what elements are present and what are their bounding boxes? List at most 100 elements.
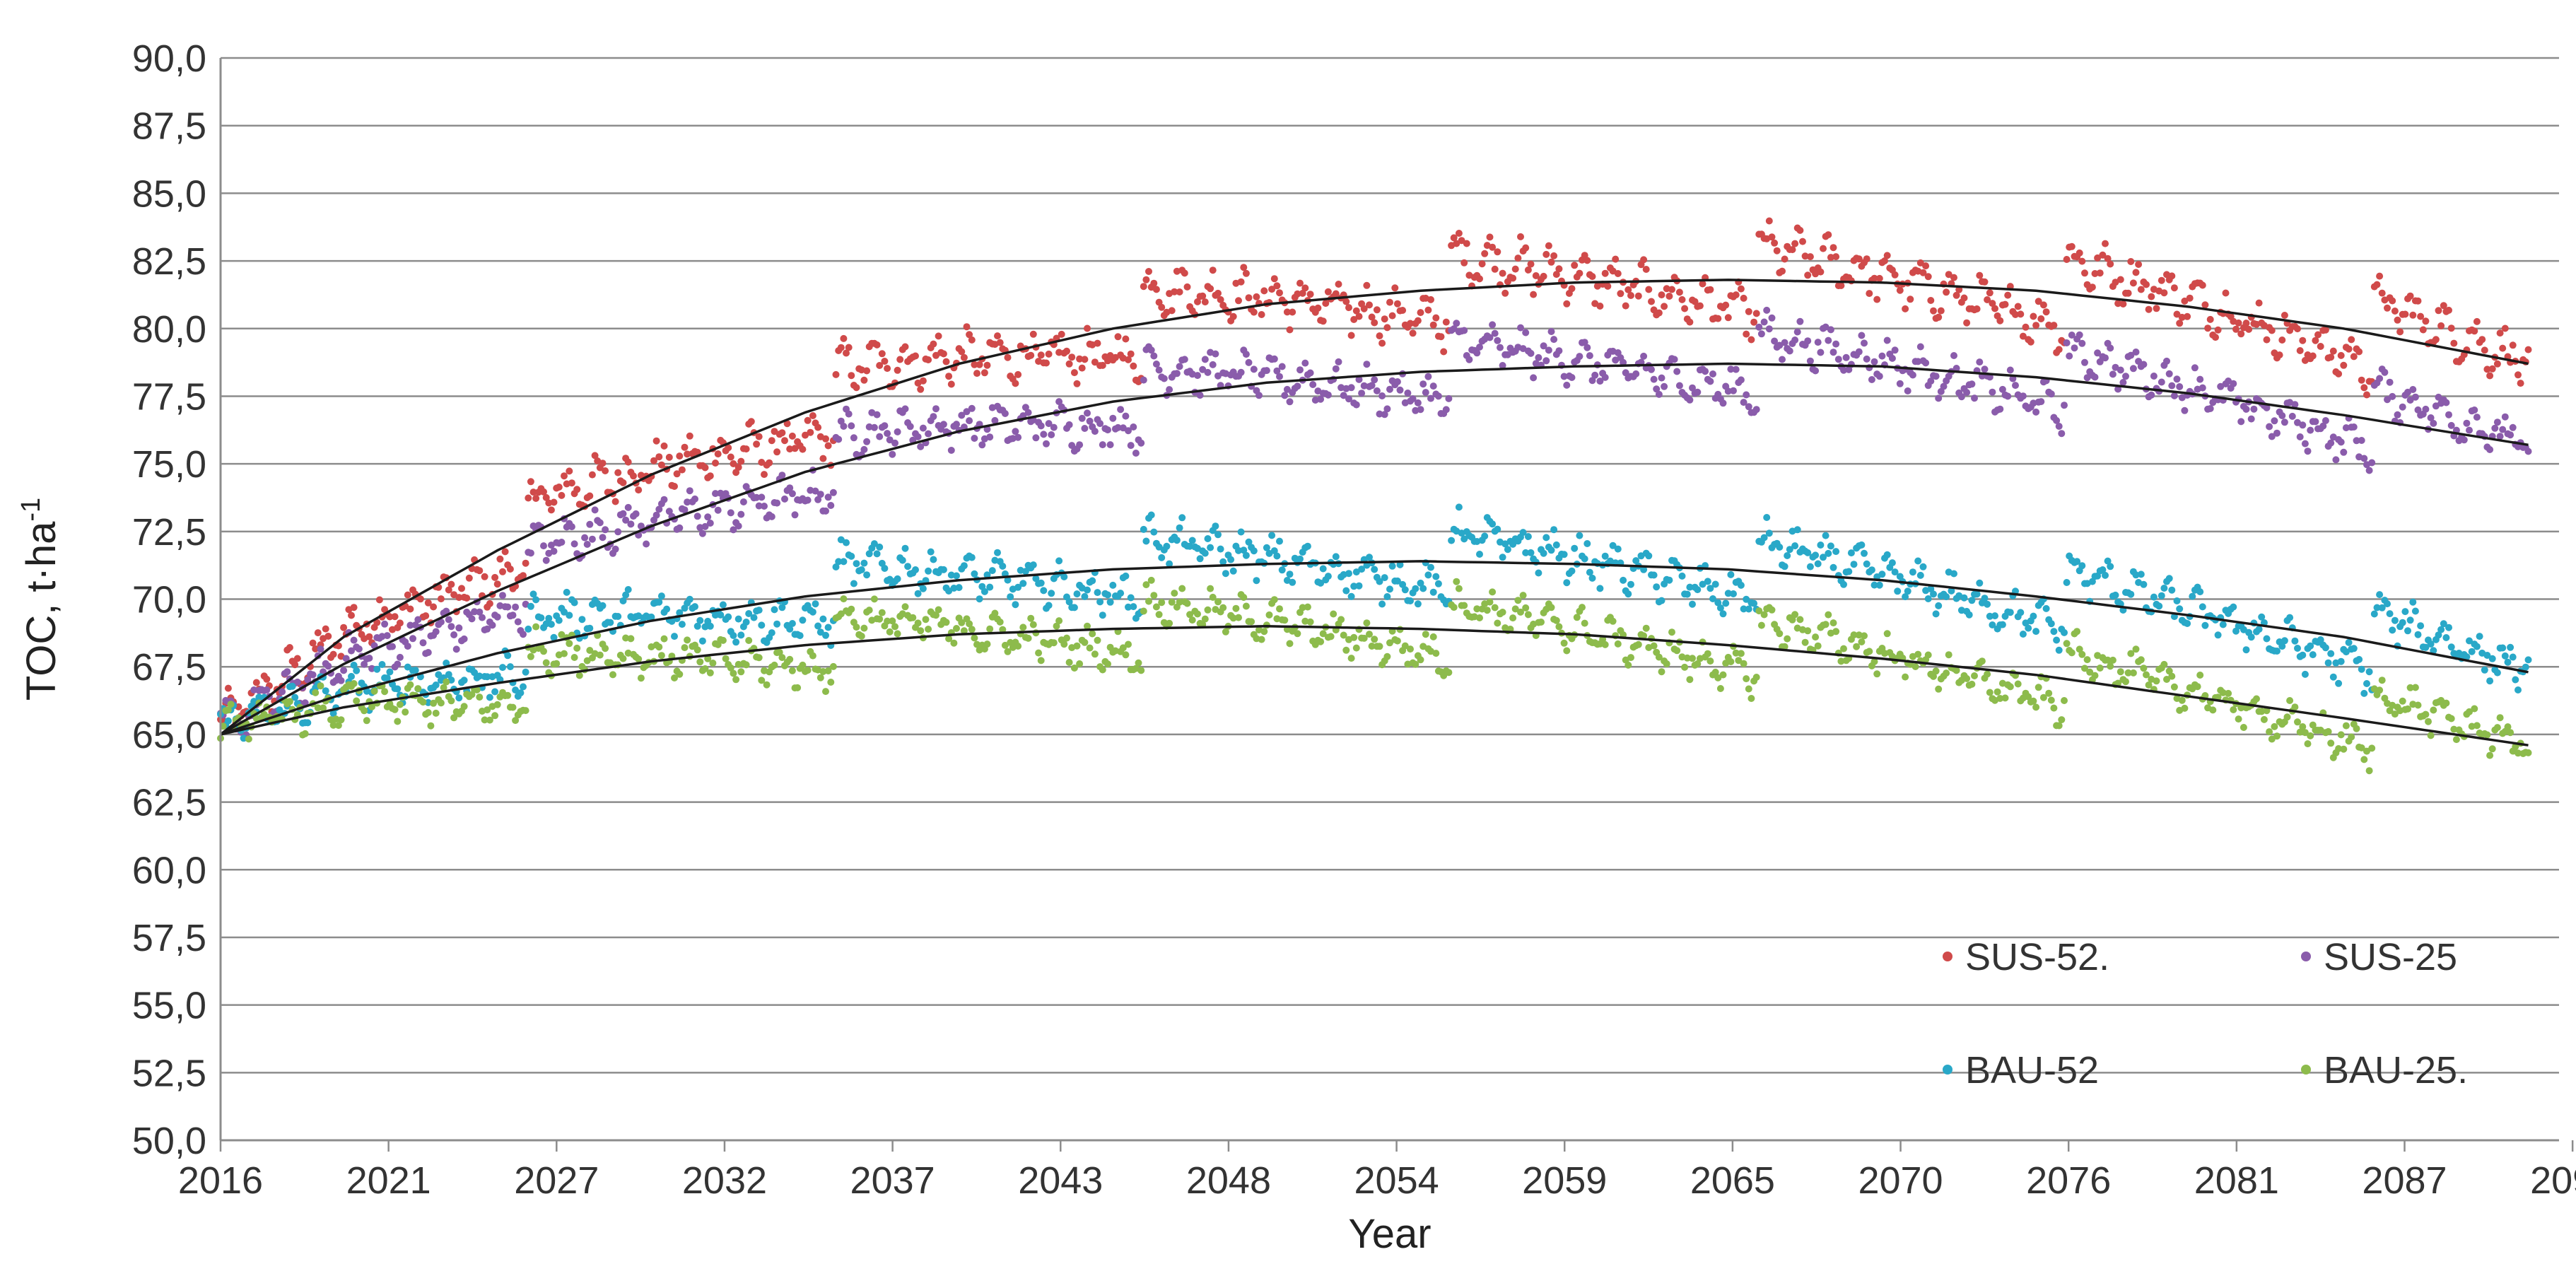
- data-point-sus-52: [1532, 272, 1540, 279]
- data-point-bau-25: [2486, 751, 2494, 759]
- data-point-bau-25: [953, 625, 960, 632]
- data-point-bau-25: [1342, 646, 1350, 654]
- data-point-sus-25: [824, 493, 832, 501]
- data-point-sus-52: [1750, 318, 1758, 326]
- data-point-sus-25: [324, 662, 332, 670]
- data-point-bau-25: [337, 716, 345, 724]
- data-point-sus-52: [430, 603, 438, 611]
- data-point-sus-52: [1924, 273, 1932, 281]
- data-point-bau-25: [2378, 677, 2386, 684]
- data-point-sus-25: [1281, 392, 1289, 399]
- x-tick-label: 2032: [682, 1159, 767, 1202]
- data-point-bau-25: [1412, 660, 1419, 668]
- axes: [219, 58, 2559, 1142]
- data-point-sus-52: [804, 416, 812, 424]
- data-point-bau-52: [2258, 613, 2266, 621]
- data-point-sus-25: [1442, 406, 1450, 414]
- data-point-bau-52: [525, 625, 532, 633]
- data-point-bau-52: [2417, 622, 2425, 630]
- data-point-sus-25: [1096, 420, 1104, 428]
- data-point-sus-52: [1424, 306, 1432, 314]
- data-point-bau-25: [1352, 644, 1360, 652]
- data-point-sus-25: [986, 433, 994, 441]
- data-point-sus-25: [1109, 414, 1117, 422]
- data-point-bau-52: [1040, 587, 1048, 595]
- data-point-bau-25: [635, 655, 643, 663]
- data-point-sus-52: [1973, 305, 1981, 312]
- data-point-sus-52: [1527, 260, 1535, 268]
- data-point-sus-52: [2509, 341, 2517, 349]
- data-point-sus-25: [2430, 419, 2437, 427]
- data-point-bau-52: [486, 693, 493, 701]
- data-point-bau-52: [2281, 637, 2288, 645]
- data-point-bau-52: [499, 664, 506, 672]
- data-point-bau-25: [532, 623, 540, 631]
- data-point-sus-25: [460, 635, 468, 643]
- data-point-bau-52: [1250, 547, 1258, 555]
- data-point-sus-25: [1486, 334, 1494, 341]
- data-point-sus-25: [2473, 414, 2481, 421]
- data-point-bau-52: [1217, 545, 1224, 553]
- data-point-sus-25: [1661, 382, 1668, 390]
- data-point-sus-52: [1268, 286, 1276, 293]
- data-point-bau-52: [2053, 636, 2061, 644]
- data-point-bau-52: [2430, 647, 2437, 655]
- data-point-sus-25: [791, 511, 799, 519]
- data-point-sus-52: [894, 366, 901, 374]
- data-point-sus-25: [1576, 353, 1583, 361]
- data-point-bau-52: [1711, 580, 1719, 588]
- data-point-bau-25: [2327, 739, 2335, 747]
- data-point-sus-25: [394, 660, 402, 668]
- data-point-bau-25: [925, 626, 932, 633]
- data-point-sus-25: [1655, 390, 1663, 398]
- data-point-sus-52: [1324, 288, 1332, 295]
- data-point-sus-52: [293, 655, 301, 662]
- data-point-bau-25: [419, 698, 427, 706]
- data-point-sus-25: [1547, 328, 1555, 335]
- data-point-sus-25: [471, 608, 479, 616]
- data-point-bau-25: [1743, 675, 1750, 683]
- data-point-bau-52: [2358, 665, 2365, 673]
- data-point-bau-52: [1412, 585, 1419, 592]
- legend-item-sus-52: SUS-52.: [1943, 936, 2109, 978]
- y-tick-label: 50,0: [132, 1120, 206, 1162]
- data-point-sus-52: [2481, 346, 2488, 354]
- data-point-sus-52: [1142, 276, 1150, 283]
- data-point-sus-25: [1278, 363, 1286, 370]
- data-point-sus-25: [1340, 392, 1347, 399]
- data-point-sus-25: [2122, 373, 2129, 380]
- data-point-bau-52: [383, 674, 391, 682]
- data-point-sus-25: [1971, 394, 1978, 402]
- data-point-sus-25: [881, 422, 889, 430]
- data-point-sus-25: [2047, 390, 2055, 398]
- data-point-sus-52: [1322, 300, 1330, 308]
- data-point-bau-25: [2096, 665, 2104, 672]
- data-point-bau-25: [1524, 611, 1532, 619]
- y-tick-label: 85,0: [132, 172, 206, 215]
- data-point-sus-52: [586, 492, 594, 500]
- data-point-sus-25: [2427, 414, 2435, 421]
- data-point-sus-52: [968, 336, 976, 344]
- data-point-sus-52: [1458, 237, 1465, 245]
- data-point-sus-52: [1286, 326, 1294, 334]
- data-point-sus-52: [1258, 311, 1265, 318]
- data-point-sus-25: [2466, 426, 2473, 434]
- data-point-sus-52: [1883, 252, 1891, 259]
- data-point-sus-25: [2247, 415, 2255, 423]
- data-point-sus-52: [939, 350, 947, 358]
- data-point-bau-52: [1950, 570, 1957, 578]
- data-point-bau-52: [1765, 529, 1773, 537]
- data-point-sus-52: [2327, 353, 2335, 361]
- data-point-bau-25: [2129, 669, 2137, 677]
- data-point-sus-52: [416, 595, 424, 603]
- data-point-sus-25: [368, 665, 375, 672]
- data-point-sus-25: [1422, 389, 1429, 397]
- data-point-sus-25: [2394, 411, 2401, 418]
- data-point-sus-52: [665, 453, 673, 461]
- data-point-bau-52: [976, 595, 983, 603]
- data-point-sus-52: [2055, 346, 2063, 353]
- data-point-bau-52: [1021, 568, 1029, 575]
- data-point-bau-25: [1248, 618, 1255, 626]
- data-point-bau-52: [1166, 560, 1173, 568]
- data-point-bau-25: [1050, 639, 1058, 647]
